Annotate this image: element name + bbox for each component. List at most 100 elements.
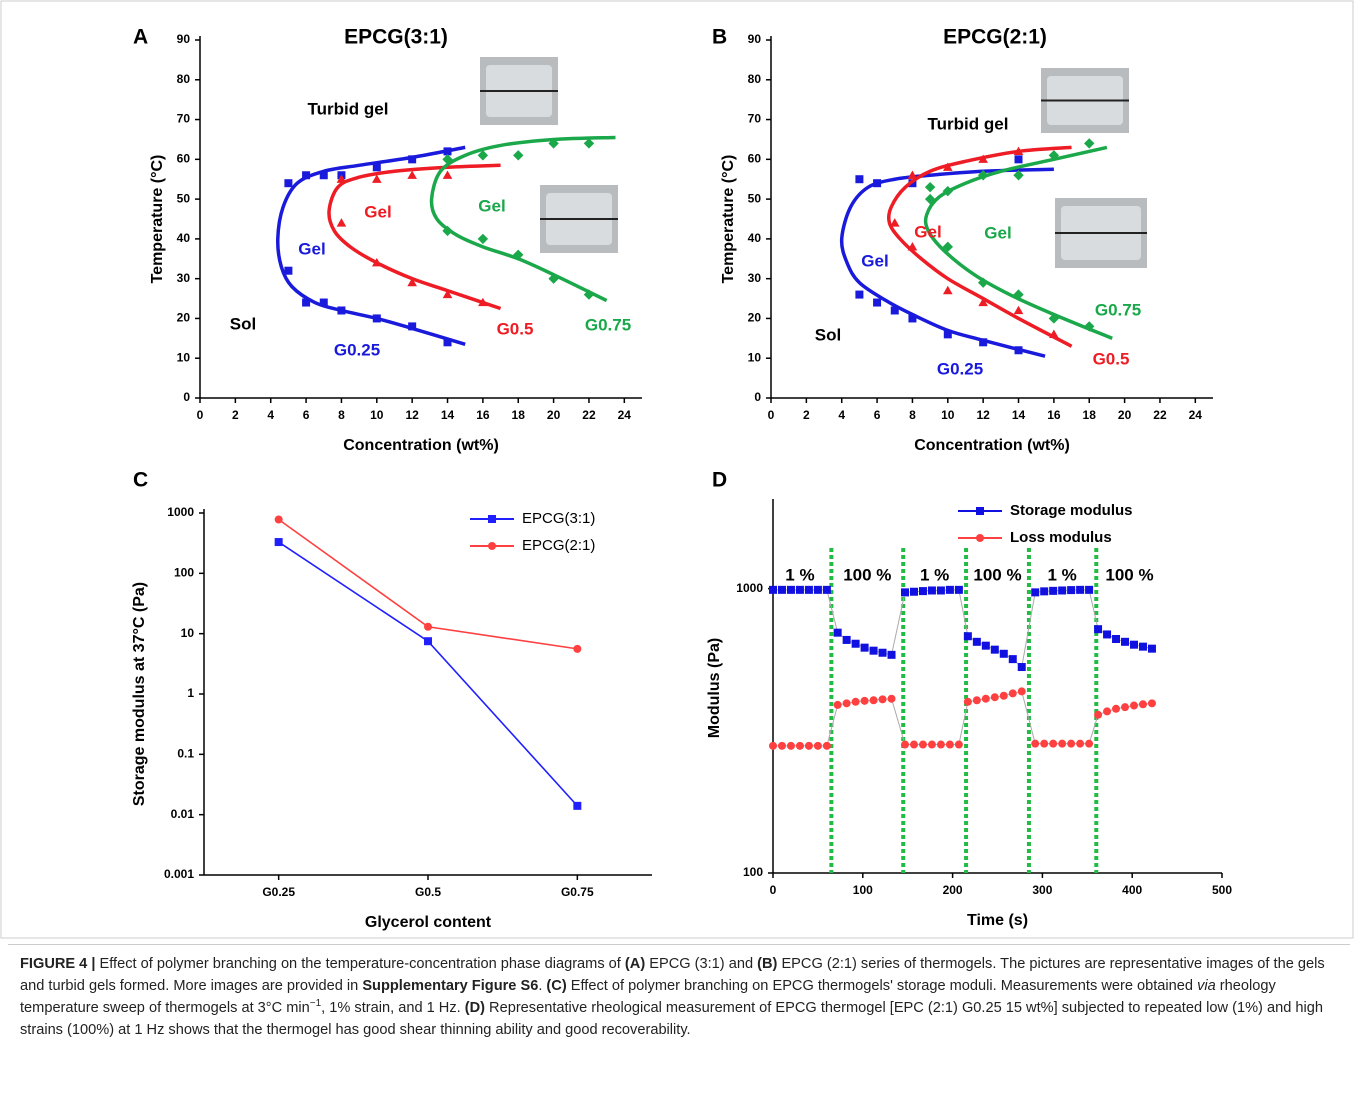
x-tick-label: G0.25 — [262, 885, 295, 899]
marker — [924, 181, 936, 193]
marker — [833, 628, 842, 637]
y-tick-label: 1000 — [167, 505, 194, 519]
x-tick-label: 2 — [803, 408, 810, 422]
y-axis-title: Modulus (Pa) — [706, 638, 723, 738]
y-tick-label: 30 — [177, 271, 191, 285]
marker — [869, 646, 878, 655]
x-tick-label: 20 — [1118, 408, 1132, 422]
x-tick-label: 22 — [1153, 408, 1167, 422]
x-axis-title: Time (s) — [967, 912, 1028, 929]
y-tick-label: 30 — [748, 271, 762, 285]
marker — [909, 587, 918, 596]
marker — [927, 586, 936, 595]
marker — [513, 150, 524, 161]
panel-label: B — [712, 26, 727, 49]
marker — [513, 249, 524, 260]
marker — [443, 147, 452, 156]
x-tick-label: 24 — [618, 408, 632, 422]
marker — [786, 741, 795, 750]
marker — [1121, 703, 1130, 712]
marker — [337, 306, 346, 315]
caption-run: EPCG (2:1) series of thermogels. The pic… — [20, 956, 1325, 994]
marker — [1094, 625, 1103, 634]
marker — [407, 277, 417, 287]
y-tick-label: 60 — [177, 152, 191, 166]
marker — [1031, 739, 1040, 748]
marker — [548, 138, 559, 149]
marker — [1085, 739, 1094, 748]
marker — [443, 338, 452, 347]
marker — [1129, 640, 1138, 649]
marker — [981, 694, 990, 703]
marker — [274, 538, 283, 547]
marker — [1017, 687, 1026, 696]
marker — [1112, 634, 1121, 643]
y-axis-title: Temperature (°C) — [720, 155, 737, 284]
caption-run: Effect of polymer branching on EPCG ther… — [566, 978, 1198, 994]
marker — [822, 585, 831, 594]
marker — [442, 289, 453, 299]
annotation: Gel — [984, 223, 1011, 242]
marker — [1094, 710, 1103, 719]
marker — [842, 699, 851, 708]
fit-curve — [923, 145, 1113, 340]
x-tick-label: 18 — [1083, 408, 1097, 422]
x-tick-label: 16 — [1047, 408, 1061, 422]
marker — [573, 644, 582, 653]
caption-run: (C) — [546, 978, 567, 994]
y-tick-label: 70 — [177, 112, 191, 126]
x-tick-label: 4 — [267, 408, 274, 422]
marker — [963, 697, 972, 706]
marker — [1067, 586, 1076, 595]
strain-label: 1 % — [920, 565, 949, 584]
marker — [372, 174, 382, 183]
marker — [813, 741, 822, 750]
x-tick-label: G0.5 — [415, 885, 441, 899]
marker — [813, 585, 822, 594]
series-label: G0.25 — [937, 359, 983, 378]
frame — [0, 0, 1354, 939]
marker — [887, 650, 896, 659]
series-line — [773, 589, 1153, 668]
marker — [408, 155, 417, 164]
panel-label: A — [133, 26, 148, 49]
marker — [860, 696, 869, 705]
x-tick-label: 2 — [232, 408, 239, 422]
marker — [1076, 585, 1085, 594]
series-label: G0.5 — [497, 319, 534, 338]
marker — [488, 515, 496, 523]
y-tick-label: 40 — [177, 231, 191, 245]
y-tick-label: 1 — [187, 686, 194, 700]
marker — [1049, 329, 1059, 338]
x-tick-label: 10 — [941, 408, 955, 422]
x-tick-label: 8 — [909, 408, 916, 422]
marker — [319, 298, 328, 307]
x-tick-label: 8 — [338, 408, 345, 422]
marker — [1049, 586, 1058, 595]
series-label: G0.75 — [1095, 300, 1141, 319]
marker — [1058, 586, 1067, 595]
marker — [976, 534, 984, 542]
marker — [573, 801, 582, 810]
marker — [901, 740, 910, 749]
marker — [1017, 663, 1026, 672]
marker — [979, 338, 988, 347]
strain-label: 1 % — [1048, 565, 1077, 584]
caption-run: (B) — [757, 956, 778, 972]
marker — [769, 741, 777, 750]
marker — [424, 637, 432, 646]
marker — [999, 649, 1008, 658]
panel-label: D — [712, 469, 727, 492]
y-tick-label: 0.001 — [164, 867, 194, 881]
marker — [1048, 150, 1060, 161]
marker — [1067, 739, 1076, 748]
marker — [887, 694, 896, 703]
y-tick-label: 100 — [174, 566, 194, 580]
marker — [1049, 739, 1058, 748]
marker — [981, 641, 990, 650]
caption-run: −1 — [309, 998, 322, 1010]
marker — [477, 233, 489, 245]
fit-curve — [327, 163, 502, 311]
marker — [945, 740, 954, 749]
marker — [407, 170, 417, 179]
